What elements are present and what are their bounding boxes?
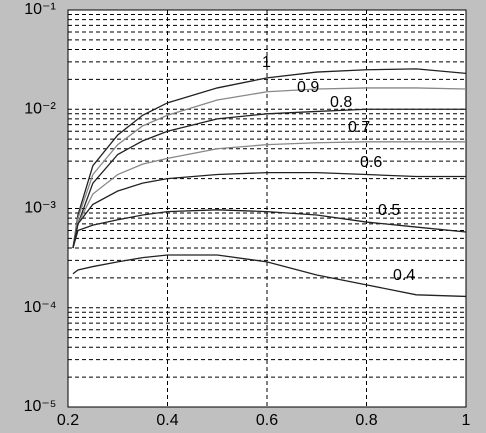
plot-border xyxy=(67,9,467,408)
x-tick-label: 0.2 xyxy=(57,412,79,429)
series-label: 0.8 xyxy=(330,94,352,111)
y-tick-label: 10⁻¹ xyxy=(24,1,56,18)
series-line xyxy=(72,209,467,249)
series-label: 0.7 xyxy=(348,119,370,136)
series-line xyxy=(72,141,466,249)
y-tick-label: 10⁻³ xyxy=(24,200,56,217)
y-tick-label: 10⁻² xyxy=(24,100,56,117)
y-tick-label: 10⁻⁴ xyxy=(23,299,56,316)
x-tick-label: 0.6 xyxy=(256,412,278,429)
series-label: 0.6 xyxy=(360,154,382,171)
series-line xyxy=(72,87,467,249)
series-line xyxy=(72,171,466,249)
y-tick-label: 10⁻⁵ xyxy=(24,398,57,415)
series-label: 0.9 xyxy=(297,79,319,96)
series-line xyxy=(72,254,467,298)
series-label: 1 xyxy=(262,54,271,71)
series-label: 0.5 xyxy=(378,202,400,219)
series-label: 0.4 xyxy=(393,267,415,284)
series-line xyxy=(72,68,467,249)
x-tick-label: 0.8 xyxy=(355,412,377,429)
x-tick-label: 0.4 xyxy=(156,412,178,429)
x-tick-label: 1 xyxy=(462,412,471,429)
series-line xyxy=(72,108,466,249)
